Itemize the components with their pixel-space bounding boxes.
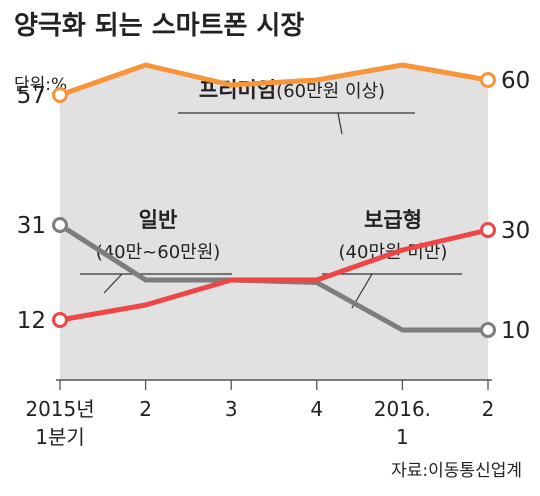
x-tick-label-line2: 1분기 — [35, 425, 85, 449]
series-marker-standard — [52, 217, 68, 233]
series-marker-premium — [52, 87, 68, 103]
end-value-label: 60 — [501, 68, 530, 94]
start-value-label: 31 — [17, 213, 46, 239]
series-callouts: 프리미엄(60만원 이상)일반(40만~60만원)보급형(40만원 미만) — [80, 78, 462, 309]
callout-pointer — [103, 273, 123, 294]
callout-pointer — [337, 112, 343, 135]
series-marker-premium — [480, 72, 496, 88]
start-value-label: 57 — [17, 83, 46, 109]
callout-name: 일반 — [139, 208, 178, 232]
x-tick-label: 2015년 — [25, 397, 94, 421]
end-value-label: 30 — [501, 218, 530, 244]
x-tick-label: 2 — [139, 397, 152, 421]
source-note: 자료:이동통신업계 — [391, 461, 522, 481]
x-tick-label-line2: 1 — [396, 425, 409, 449]
x-axis-ticks: 2015년 1분기 2 3 4 2016. 1 2 — [25, 397, 494, 449]
start-value-label: 12 — [17, 308, 46, 334]
series-marker-budget — [480, 222, 496, 238]
end-value-label: 10 — [501, 318, 530, 344]
series-lines: 57 60 31 10 12 30 — [17, 62, 530, 344]
callout-sub: (60만원 이상) — [276, 81, 385, 102]
x-tick-label: 3 — [225, 397, 238, 421]
premium-shaded-area — [60, 65, 488, 380]
x-tick-guides — [59, 380, 489, 390]
chart-title: 양극화 되는 스마트폰 시장 — [14, 11, 304, 41]
x-tick-label: 4 — [310, 397, 323, 421]
series-line-premium — [59, 62, 489, 98]
x-tick-label: 2 — [482, 397, 495, 421]
x-tick-label: 2016. — [374, 397, 431, 421]
series-marker-standard — [480, 322, 496, 338]
series-marker-budget — [52, 312, 68, 328]
callout-sub: (40만~60만원) — [96, 242, 221, 263]
callout-name: 보급형 — [364, 208, 422, 232]
series-line-budget — [59, 227, 489, 323]
